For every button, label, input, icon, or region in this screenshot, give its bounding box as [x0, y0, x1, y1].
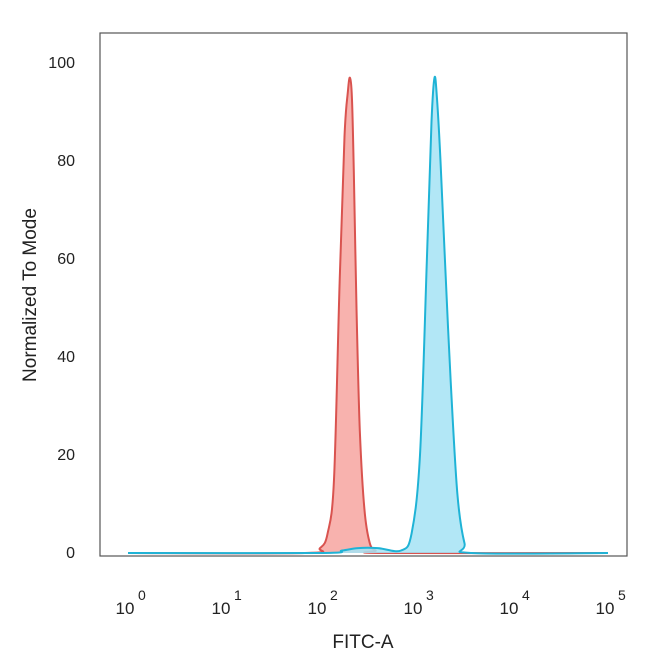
y-tick-label: 40 — [57, 349, 75, 366]
series-1-line — [127, 76, 609, 555]
y-tick-labels: 0 20 40 60 80 100 — [48, 55, 75, 562]
series-2-area — [128, 76, 608, 554]
series-1-area — [128, 77, 608, 554]
plot-frame — [99, 32, 628, 557]
y-tick-label: 100 — [48, 55, 75, 72]
x-tick-exponent: 0 — [138, 587, 146, 603]
y-tick-label: 60 — [57, 251, 75, 268]
x-tick-exponent: 2 — [330, 587, 338, 603]
x-axis-label: FITC-A — [332, 632, 394, 653]
series-layer — [127, 75, 609, 555]
x-tick-exponent: 3 — [426, 587, 434, 603]
x-tick-label: 104 — [500, 587, 530, 618]
x-tick-base: 10 — [116, 599, 135, 618]
x-tick-base: 10 — [404, 599, 423, 618]
x-tick-exponent: 5 — [618, 587, 626, 603]
x-tick-label: 102 — [308, 587, 338, 618]
x-tick-exponent: 4 — [522, 587, 530, 603]
x-tick-label: 100 — [116, 587, 146, 618]
y-tick-label: 80 — [57, 153, 75, 170]
x-tick-label: 101 — [212, 587, 242, 618]
y-axis-label: Normalized To Mode — [20, 208, 41, 382]
y-tick-label: 20 — [57, 447, 75, 464]
x-tick-label: 103 — [404, 587, 434, 618]
y-tick-label: 0 — [66, 545, 75, 562]
x-tick-base: 10 — [308, 599, 327, 618]
x-tick-label: 105 — [596, 587, 626, 618]
x-tick-base: 10 — [500, 599, 519, 618]
x-tick-base: 10 — [596, 599, 615, 618]
x-tick-exponent: 1 — [234, 587, 242, 603]
x-tick-base: 10 — [212, 599, 231, 618]
series-2-line — [127, 75, 609, 555]
